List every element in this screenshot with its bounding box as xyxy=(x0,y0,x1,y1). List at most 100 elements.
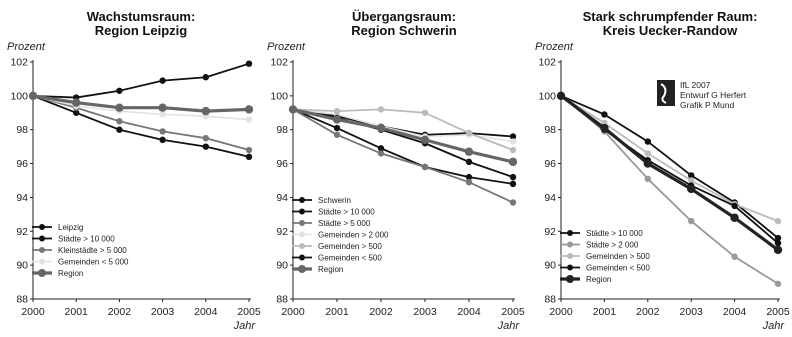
legend-entry: Städte > 2 000 xyxy=(586,241,639,250)
y-tick-label: 90 xyxy=(276,260,288,272)
series-line xyxy=(292,108,514,204)
series-line xyxy=(560,95,779,222)
y-tick-label: 102 xyxy=(538,57,556,69)
x-axis-label: Jahr xyxy=(762,320,786,332)
y-tick-label: 100 xyxy=(10,90,28,102)
legend-swatch-marker xyxy=(39,247,45,253)
series-line xyxy=(292,108,514,151)
data-point xyxy=(688,217,695,225)
data-point xyxy=(420,135,430,145)
y-tick-label: 88 xyxy=(276,294,288,306)
series-5 xyxy=(556,91,783,255)
data-point xyxy=(600,123,609,133)
legend-entry: Region xyxy=(58,269,83,278)
data-point xyxy=(688,177,695,184)
legend-swatch-marker xyxy=(299,243,305,249)
y-tick-label: 88 xyxy=(16,294,28,306)
data-point xyxy=(644,150,651,157)
legend-swatch-marker xyxy=(567,264,573,271)
data-point xyxy=(731,202,738,210)
data-point xyxy=(245,116,253,123)
data-point xyxy=(158,103,167,112)
data-point xyxy=(201,106,210,116)
data-point xyxy=(509,138,517,145)
legend-entry: Leipzig xyxy=(58,223,83,232)
x-tick-label: 2001 xyxy=(65,306,89,318)
data-point xyxy=(159,128,166,135)
y-tick-label: 100 xyxy=(538,90,556,102)
data-point xyxy=(773,245,783,255)
legend-swatch-marker xyxy=(567,241,573,248)
x-tick-label: 2004 xyxy=(457,306,481,318)
x-tick-label: 2002 xyxy=(636,306,660,318)
x-tick-label: 2001 xyxy=(325,306,349,318)
data-point xyxy=(465,158,473,166)
data-point xyxy=(333,131,341,138)
data-point xyxy=(774,280,782,287)
legend-entry: Städte > 10 000 xyxy=(586,229,643,238)
series-line xyxy=(292,107,514,164)
chart-title: Stark schrumpfender Raum: xyxy=(583,9,758,24)
y-tick-label: 96 xyxy=(544,158,556,170)
legend-swatch-marker xyxy=(299,208,305,215)
series-line xyxy=(32,94,250,113)
data-point xyxy=(464,147,474,156)
data-point xyxy=(421,163,429,171)
series-line xyxy=(292,108,514,185)
legend-entry: Schwerin xyxy=(318,196,351,205)
data-point xyxy=(730,213,739,222)
data-point xyxy=(116,126,123,133)
data-point xyxy=(288,105,298,114)
legend-entry: Gemeinden > 500 xyxy=(318,242,382,251)
data-point xyxy=(509,173,517,181)
x-tick-label: 2005 xyxy=(501,306,525,318)
data-point xyxy=(644,138,651,145)
y-tick-label: 92 xyxy=(544,226,556,238)
legend-swatch-marker xyxy=(39,235,45,242)
y-tick-label: 98 xyxy=(16,124,28,136)
series-7 xyxy=(288,105,518,167)
data-point xyxy=(377,106,385,113)
chart-subtitle: Region Schwerin xyxy=(351,23,457,38)
data-point xyxy=(465,178,473,186)
legend: Leipzig Städte > 10 000 Kleinstädte > 5 00… xyxy=(32,223,129,278)
data-point xyxy=(774,217,782,225)
data-point xyxy=(73,109,80,116)
y-tick-label: 98 xyxy=(276,124,288,136)
data-point xyxy=(244,105,254,114)
data-point xyxy=(116,87,123,94)
y-axis-label: Prozent xyxy=(7,41,46,53)
legend: Schwerin Städte > 10 000 Städte > 5 000 Gem… xyxy=(292,196,389,274)
chart-panel-2: Übergangsraum:Region SchwerinProzent8890… xyxy=(267,9,525,332)
x-tick-label: 2005 xyxy=(766,306,790,318)
legend-entry: Gemeinden < 500 xyxy=(586,264,650,273)
data-point xyxy=(333,124,341,132)
data-point xyxy=(376,123,386,133)
data-point xyxy=(202,143,209,150)
y-axis-label: Prozent xyxy=(267,41,306,53)
legend-swatch-marker xyxy=(299,220,305,226)
legend: Städte > 10 000 Städte > 2 000 Gemeinden >… xyxy=(560,229,650,284)
data-point xyxy=(465,129,473,137)
data-point xyxy=(601,111,608,118)
series-1 xyxy=(29,60,253,101)
data-point xyxy=(333,107,341,115)
data-point xyxy=(72,98,81,107)
series-line xyxy=(32,95,250,121)
series-line xyxy=(560,95,779,285)
series-line xyxy=(32,94,250,151)
data-point xyxy=(245,153,253,160)
legend-entry: Kleinstädte > 5 000 xyxy=(58,246,127,255)
legend-swatch-marker xyxy=(567,230,573,236)
series-2 xyxy=(289,106,517,188)
data-point xyxy=(159,136,166,144)
legend-swatch-marker xyxy=(39,258,45,265)
data-point xyxy=(687,184,696,194)
x-tick-label: 2001 xyxy=(593,306,617,318)
y-tick-label: 88 xyxy=(544,294,556,306)
source-note-line-2: Entwurf G Herfert xyxy=(680,90,747,100)
legend-entry: Städte > 10 000 xyxy=(58,235,115,244)
series-line xyxy=(560,95,779,244)
data-point xyxy=(731,253,738,260)
